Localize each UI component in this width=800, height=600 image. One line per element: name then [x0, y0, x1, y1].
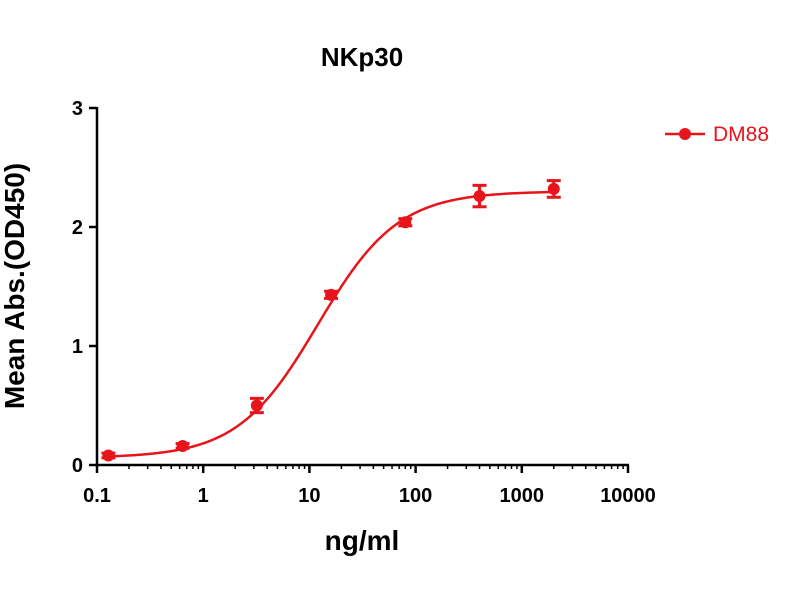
y-axis: 0 1 2 3	[72, 98, 99, 477]
y-axis-label: Mean Abs.(OD450)	[0, 163, 30, 409]
data-point	[473, 190, 486, 203]
data-point	[250, 399, 263, 412]
y-tick-label: 0	[72, 455, 83, 477]
y-tick-label: 1	[72, 336, 83, 358]
fit-curve	[108, 190, 554, 458]
y-tick-label: 2	[72, 217, 83, 239]
fit-curves	[108, 190, 554, 458]
x-tick-label: 100	[399, 485, 432, 507]
data-points	[101, 179, 561, 462]
chart-title: NKp30	[321, 42, 403, 72]
x-tick-label: 10000	[600, 485, 656, 507]
x-tick-label: 10	[298, 485, 320, 507]
data-point	[547, 182, 560, 195]
y-tick-label: 3	[72, 98, 83, 120]
data-point	[325, 288, 338, 301]
legend-marker	[679, 128, 691, 140]
legend: DM88	[665, 123, 769, 146]
x-tick-label: 0.1	[83, 485, 111, 507]
data-point	[176, 439, 189, 452]
x-tick-label: 1	[198, 485, 209, 507]
data-point	[399, 216, 412, 229]
x-tick-label: 1000	[500, 485, 545, 507]
legend-label: DM88	[713, 123, 769, 146]
data-point	[102, 449, 115, 462]
x-axis-label: ng/ml	[325, 525, 400, 556]
x-axis: 0.1 1 10 100 1000 10000	[83, 463, 656, 507]
